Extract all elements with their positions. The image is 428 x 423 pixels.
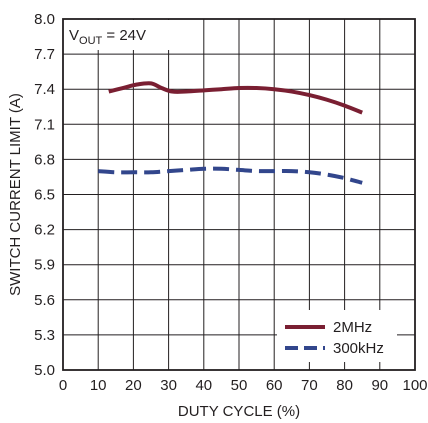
vout-annotation-text: VOUT = 24V (69, 27, 146, 47)
x-tick-label: 70 (301, 377, 318, 394)
series-layer (98, 81, 363, 185)
x-tick-label: 0 (59, 377, 67, 394)
y-tick-label: 5.6 (34, 292, 55, 309)
y-tick-label: 6.8 (34, 151, 55, 168)
vout-annotation: VOUT = 24V (64, 20, 174, 50)
y-tick-label: 7.4 (34, 81, 55, 98)
y-tick-label: 6.5 (34, 187, 55, 204)
annotation-prefix: V (69, 27, 79, 44)
y-tick-label: 8.0 (34, 11, 55, 28)
x-tick-label: 10 (90, 377, 107, 394)
annotation-box (64, 20, 174, 50)
y-tick-label: 7.7 (34, 46, 55, 63)
y-tick-label: 6.2 (34, 222, 55, 239)
series-line-2mhz (108, 81, 363, 115)
x-tick-label: 90 (371, 377, 388, 394)
legend: 2MHz 300kHz (277, 310, 397, 362)
plot-frame (62, 18, 416, 371)
x-tick-label: 20 (125, 377, 142, 394)
legend-label-300khz: 300kHz (333, 340, 384, 357)
annotation-suffix: = 24V (102, 27, 146, 44)
annotation-subscript: OUT (79, 35, 103, 47)
x-axis-title: DUTY CYCLE (%) (178, 403, 300, 420)
y-tick-label: 7.1 (34, 116, 55, 133)
x-tick-labels: 0 10 20 30 40 50 60 70 80 90 100 (59, 377, 428, 394)
x-tick-label: 30 (160, 377, 177, 394)
y-axis-title: SWITCH CURRENT LIMIT (A) (7, 93, 24, 296)
x-tick-label: 60 (266, 377, 283, 394)
x-tick-label: 100 (402, 377, 427, 394)
series-line-300khz (98, 166, 363, 185)
legend-box (277, 310, 397, 362)
legend-label-2mhz: 2MHz (333, 319, 372, 336)
y-tick-labels: 5.0 5.3 5.6 5.9 6.2 6.5 6.8 7.1 7.4 7.7 8.0 (34, 11, 55, 379)
x-tick-label: 80 (336, 377, 353, 394)
x-tick-label: 40 (195, 377, 212, 394)
y-tick-label: 5.3 (34, 327, 55, 344)
y-tick-label: 5.9 (34, 257, 55, 274)
x-tick-label: 50 (231, 377, 248, 394)
y-tick-label: 5.0 (34, 362, 55, 379)
